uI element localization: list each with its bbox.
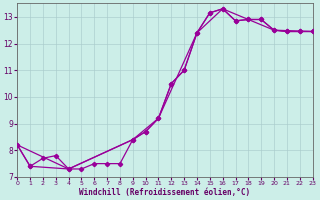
X-axis label: Windchill (Refroidissement éolien,°C): Windchill (Refroidissement éolien,°C) — [79, 188, 251, 197]
